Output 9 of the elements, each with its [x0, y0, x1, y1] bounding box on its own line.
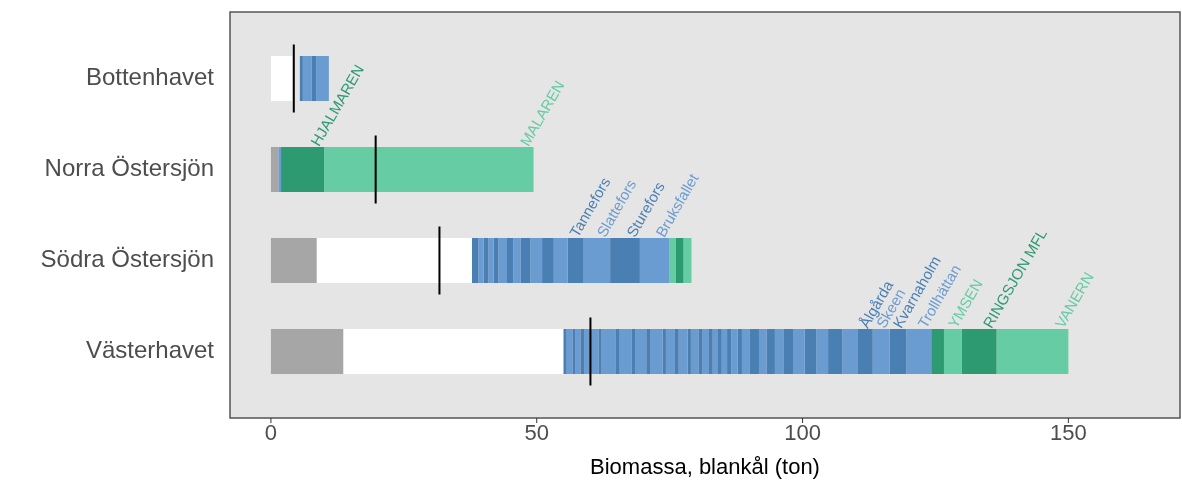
y-tick-label: Bottenhavet — [85, 63, 215, 91]
x-tick-label: 100 — [784, 420, 821, 446]
x-axis-title: Biomassa, blankål (ton) — [590, 453, 820, 479]
x-tick-label: 50 — [524, 420, 549, 446]
y-tick-label: Västerhavet — [85, 336, 215, 364]
x-tick-label: 0 — [264, 420, 278, 446]
y-tick-label: Södra Östersjön — [40, 245, 214, 273]
y-tick-label: Norra Östersjön — [44, 154, 214, 182]
x-tick-label: 150 — [1050, 420, 1087, 446]
